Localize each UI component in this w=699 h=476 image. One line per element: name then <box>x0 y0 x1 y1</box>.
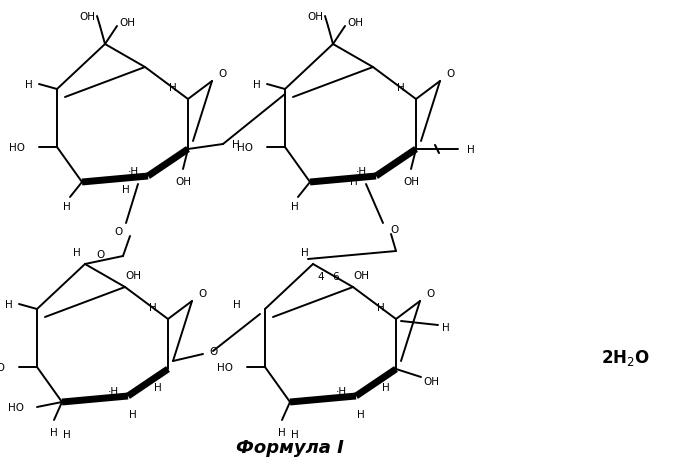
Text: H: H <box>154 382 162 392</box>
Text: OH: OH <box>125 270 141 280</box>
Text: H: H <box>291 429 299 439</box>
Text: H: H <box>278 427 286 437</box>
Text: H: H <box>377 302 385 312</box>
Text: O: O <box>446 69 454 79</box>
Text: O: O <box>96 249 104 259</box>
Text: OH: OH <box>353 270 369 280</box>
Text: H: H <box>50 427 58 437</box>
Text: OH: OH <box>307 12 323 22</box>
Text: ·H: ·H <box>127 167 138 177</box>
Text: OH: OH <box>119 18 135 28</box>
Text: O: O <box>390 225 398 235</box>
Text: O: O <box>198 288 206 298</box>
Text: Формула I: Формула I <box>236 438 344 456</box>
Text: 4: 4 <box>317 271 324 281</box>
Text: H: H <box>442 322 450 332</box>
Text: H: H <box>5 299 13 309</box>
Text: H: H <box>73 248 81 258</box>
Text: H: H <box>232 140 240 149</box>
Text: H: H <box>63 201 71 211</box>
Text: HO: HO <box>237 143 253 153</box>
Text: 2H$_2$O: 2H$_2$O <box>600 347 649 367</box>
Text: HO: HO <box>0 362 5 372</box>
Text: O: O <box>218 69 226 79</box>
Text: ·H: ·H <box>108 386 119 396</box>
Text: HO: HO <box>8 402 24 412</box>
Text: H: H <box>25 80 33 90</box>
Text: H: H <box>122 185 130 195</box>
Text: H: H <box>397 83 405 93</box>
Text: H: H <box>63 429 71 439</box>
Text: O: O <box>209 346 217 356</box>
Text: H: H <box>233 299 241 309</box>
Text: O: O <box>426 288 434 298</box>
Text: 6: 6 <box>333 271 339 281</box>
Text: OH: OH <box>175 177 191 187</box>
Text: H: H <box>149 302 157 312</box>
Text: OH: OH <box>79 12 95 22</box>
Text: HO: HO <box>217 362 233 372</box>
Text: H: H <box>291 201 299 211</box>
Text: H: H <box>169 83 177 93</box>
Text: OH: OH <box>403 177 419 187</box>
Text: HO: HO <box>9 143 25 153</box>
Text: O: O <box>114 227 122 237</box>
Text: H: H <box>301 248 309 258</box>
Text: ·H: ·H <box>336 386 347 396</box>
Text: OH: OH <box>347 18 363 28</box>
Text: H: H <box>129 409 137 419</box>
Text: H: H <box>467 145 475 155</box>
Text: H: H <box>350 177 358 187</box>
Text: OH: OH <box>423 376 439 386</box>
Text: ·H: ·H <box>355 167 366 177</box>
Text: H: H <box>253 80 261 90</box>
Text: H: H <box>357 409 365 419</box>
Text: H: H <box>382 382 390 392</box>
